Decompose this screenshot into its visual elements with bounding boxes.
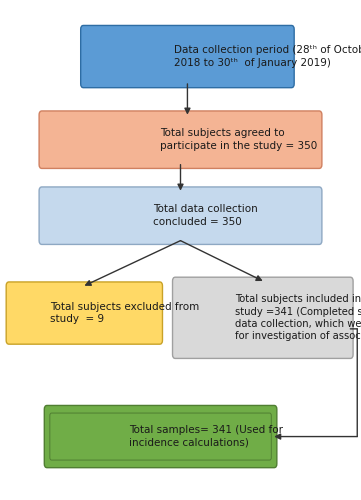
Text: Total data collection
concluded = 350: Total data collection concluded = 350 xyxy=(153,204,257,227)
FancyBboxPatch shape xyxy=(81,26,294,88)
Text: Total subjects included in the
study =341 (Completed sets of
data collection, wh: Total subjects included in the study =34… xyxy=(235,294,361,342)
Text: Data collection period (28ᵗʰ of October
2018 to 30ᵗʰ  of January 2019): Data collection period (28ᵗʰ of October … xyxy=(174,46,361,68)
FancyBboxPatch shape xyxy=(173,277,353,358)
Text: Total subjects excluded from
study  = 9: Total subjects excluded from study = 9 xyxy=(50,302,199,324)
FancyBboxPatch shape xyxy=(39,111,322,168)
FancyBboxPatch shape xyxy=(39,187,322,244)
Text: Total samples= 341 (Used for
incidence calculations): Total samples= 341 (Used for incidence c… xyxy=(129,426,283,448)
Text: Total subjects agreed to
participate in the study = 350: Total subjects agreed to participate in … xyxy=(160,128,317,151)
FancyBboxPatch shape xyxy=(6,282,162,344)
FancyBboxPatch shape xyxy=(44,406,277,468)
